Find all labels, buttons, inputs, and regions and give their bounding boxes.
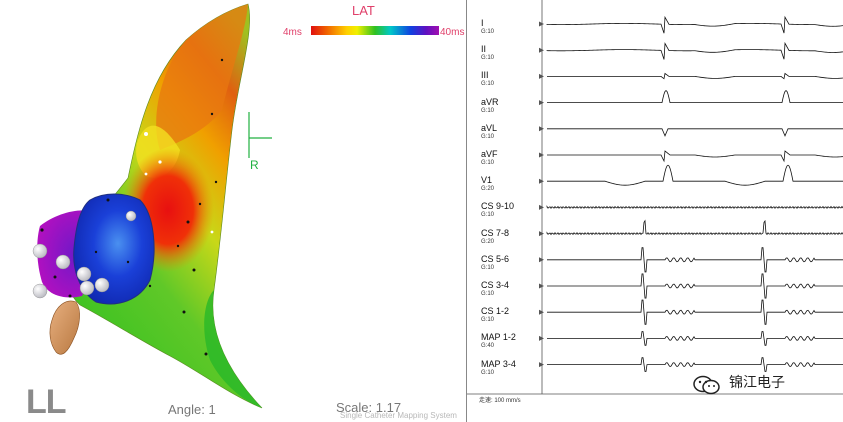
channel-gain: G:10 <box>481 133 495 140</box>
wechat-icon <box>693 375 720 395</box>
channel-label: aVL <box>481 122 498 133</box>
channel-marker <box>539 178 544 184</box>
channel-label: MAP 3-4 <box>481 358 516 369</box>
trace-map-1-2 <box>547 331 843 346</box>
trace-cs-9-10 <box>546 205 843 210</box>
channel-marker <box>539 204 544 210</box>
channel-label: aVF <box>481 149 498 159</box>
channel-gain: G:20 <box>481 186 495 193</box>
channel-label: aVR <box>481 96 499 107</box>
channel-gain: G:10 <box>481 29 495 35</box>
trace-i <box>546 15 843 34</box>
trace-cs-3-4 <box>547 273 843 299</box>
electrode-sphere <box>125 210 137 222</box>
mapping-points <box>40 58 224 356</box>
egm-panel[interactable]: I G:10 II G:10 III G:10 aVR G:10 aVL G:10 aVF G:10 V… <box>466 0 843 422</box>
sweep-speed: 走速: 100 mm/s <box>479 398 521 404</box>
channel-gain: G:10 <box>481 160 495 166</box>
late-activation-zone <box>73 193 155 305</box>
electrode-sphere <box>94 277 110 293</box>
brand-watermark: 锦江电子 <box>729 374 785 390</box>
activation-map-panel[interactable]: LAT 4ms 40ms R LL Angle: 1 Single Cathet… <box>0 0 466 422</box>
channel-marker <box>539 283 544 289</box>
electrode-sphere <box>76 266 92 282</box>
highlight-points <box>144 132 214 234</box>
electrode-sphere <box>79 280 95 296</box>
trace-cs-7-8 <box>546 219 843 236</box>
orientation-letter: R <box>250 158 259 172</box>
trace-avl <box>547 128 843 137</box>
channel-label: II <box>481 44 487 55</box>
activation-map-canvas[interactable] <box>0 0 466 422</box>
channel-gain: G:20 <box>481 238 495 245</box>
channel-label: CS 9-10 <box>481 201 515 212</box>
channel-label: III <box>481 70 489 81</box>
channel-marker <box>539 335 544 341</box>
view-label: LL <box>26 383 67 421</box>
channel-marker <box>539 257 544 263</box>
scale-label: Scale: 1.17 <box>336 400 402 415</box>
trace-cs-5-6 <box>547 247 843 273</box>
channel-label: I <box>481 18 484 28</box>
channel-gain: G:10 <box>481 55 495 62</box>
orientation-axis <box>248 112 272 158</box>
channel-label: V1 <box>481 175 493 186</box>
channel-marker <box>539 21 544 27</box>
channel-gain: G:10 <box>481 369 495 376</box>
trace-map-3-4 <box>547 357 843 372</box>
trace-ii <box>546 41 843 60</box>
channel-gain: G:10 <box>481 107 495 114</box>
channel-label: CS 7-8 <box>481 227 510 238</box>
channel-marker <box>539 100 544 106</box>
trace-iii <box>547 72 843 80</box>
green-tail <box>204 290 262 408</box>
electrode-sphere <box>32 283 48 299</box>
channel-gain: G:10 <box>481 291 495 297</box>
channel-label: CS 3-4 <box>481 280 510 290</box>
channel-marker <box>539 73 544 79</box>
channel-gain: G:10 <box>481 317 495 324</box>
channel-gain: G:10 <box>481 212 495 219</box>
electrode-sphere <box>32 243 48 259</box>
channel-marker <box>539 362 544 368</box>
angle-label: Angle: 1 <box>168 402 216 417</box>
channel-marker <box>539 309 544 315</box>
channel-label: CS 1-2 <box>481 306 510 317</box>
channel-gain: G:10 <box>481 81 495 88</box>
channel-marker <box>539 152 544 158</box>
channel-label: CS 5-6 <box>481 253 510 264</box>
legend-min: 4ms <box>283 27 302 38</box>
channel-marker <box>539 126 544 132</box>
channel-gain: G:40 <box>481 343 495 350</box>
lat-color-bar <box>311 26 439 35</box>
channel-marker <box>539 47 544 53</box>
orange-region <box>156 4 248 150</box>
system-watermark: Single Catheter Mapping System <box>340 411 457 420</box>
egm-traces[interactable] <box>467 0 843 422</box>
trace-cs-1-2 <box>547 299 843 325</box>
electrode-sphere <box>55 254 71 270</box>
trace-avf <box>547 150 843 163</box>
trace-v1 <box>547 164 843 186</box>
legend-max: 40ms <box>440 27 465 38</box>
catheter-tip <box>49 300 80 355</box>
channel-marker <box>539 231 544 237</box>
channel-label: MAP 1-2 <box>481 332 516 343</box>
channel-gain: G:10 <box>481 264 495 271</box>
legend-title: LAT <box>352 3 375 18</box>
trace-avr <box>547 90 843 103</box>
